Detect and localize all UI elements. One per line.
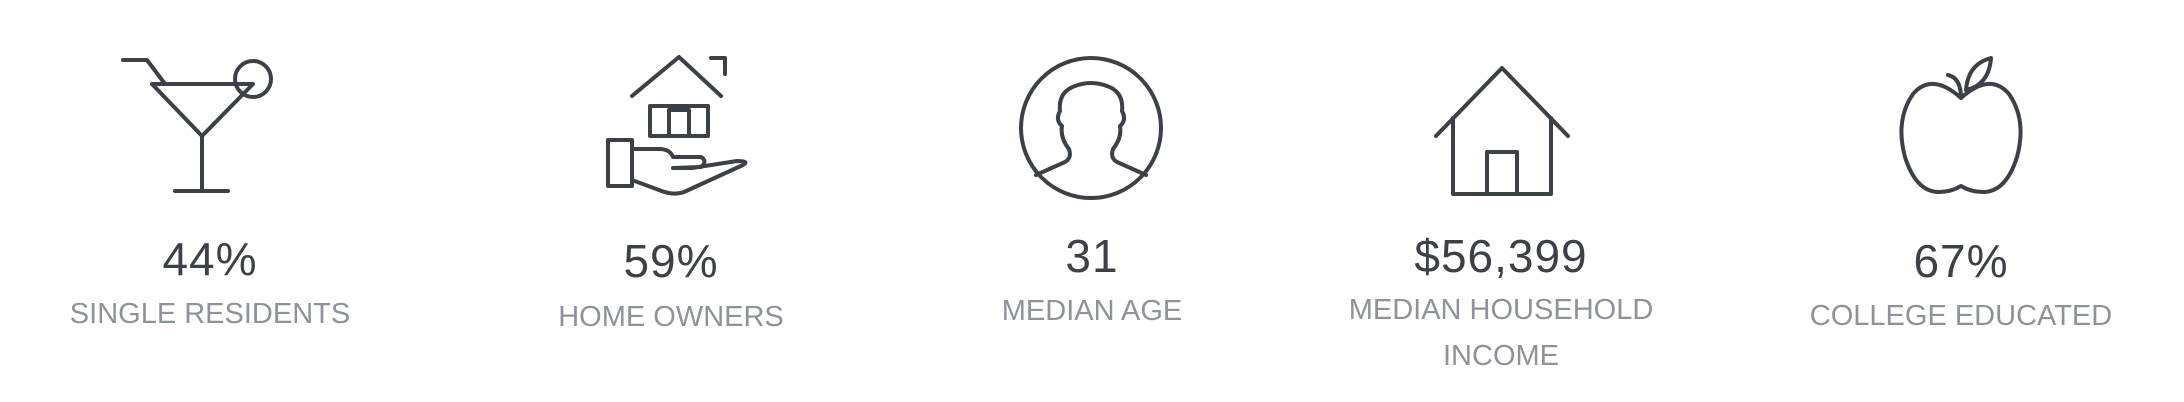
stat-label: MEDIAN HOUSEHOLD INCOME (1348, 294, 1654, 372)
cocktail-glass-icon (121, 58, 273, 193)
stat-median-age: 31 MEDIAN AGE (872, 0, 1312, 402)
stat-home-owners: 59% HOME OWNERS (451, 0, 891, 402)
stat-label: HOME OWNERS (558, 301, 784, 333)
stat-median-household-income: $56,399 MEDIAN HOUSEHOLD INCOME (1281, 0, 1721, 402)
person-avatar-icon (1019, 56, 1163, 200)
stat-value: $56,399 (1414, 230, 1588, 282)
apple-icon (1899, 56, 2023, 194)
stat-label: COLLEGE EDUCATED (1809, 300, 2113, 332)
stat-value: 67% (1913, 235, 2009, 287)
stat-college-educated: 67% COLLEGE EDUCATED (1741, 0, 2181, 402)
home-in-hand-icon (606, 55, 748, 196)
stat-value: 44% (162, 233, 258, 285)
stat-value: 59% (623, 235, 719, 287)
stat-value: 31 (1065, 230, 1119, 282)
house-icon (1434, 66, 1570, 196)
stat-label: MEDIAN AGE (1001, 295, 1183, 327)
stat-single-residents: 44% SINGLE RESIDENTS (0, 0, 430, 402)
stat-label: SINGLE RESIDENTS (69, 298, 351, 330)
